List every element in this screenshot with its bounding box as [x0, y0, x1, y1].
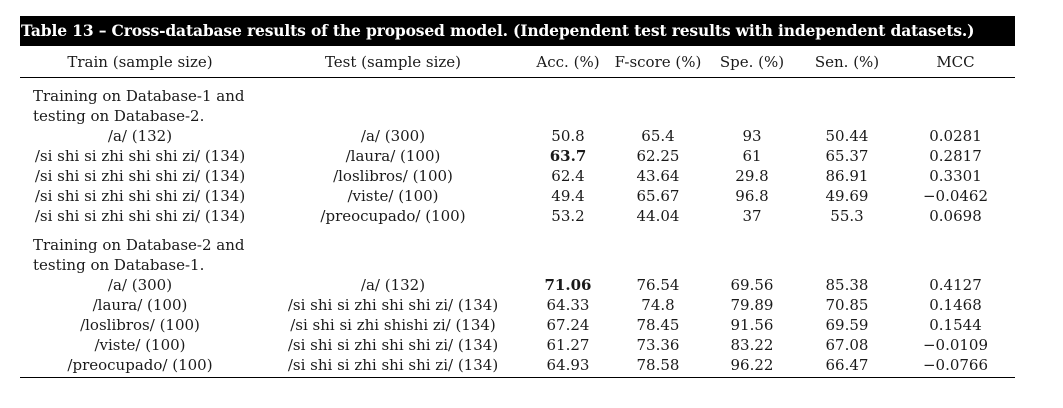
cell-mcc: −0.0766 [922, 356, 989, 374]
header-train: Train (sample size) [20, 46, 260, 78]
cell-mcc: 0.1544 [929, 316, 982, 334]
header-fscore: F-score (%) [610, 46, 706, 78]
cell-spe: 96.22 [730, 356, 774, 374]
cell-spe: 79.89 [730, 296, 774, 314]
table-row: /si shi si zhi shi shi zi/ (134) /loslib… [20, 166, 1015, 186]
cell-acc: 67.24 [546, 316, 590, 334]
section-label: Training on Database-2 and testing on Da… [33, 236, 245, 274]
cell-spe: 91.56 [730, 316, 774, 334]
cell-sen: 85.38 [825, 276, 869, 294]
cell-test: /loslibros/ (100) [333, 167, 453, 185]
cell-test: /a/ (132) [360, 276, 426, 294]
cell-train: /viste/ (100) [94, 336, 186, 354]
cell-test: /viste/ (100) [347, 187, 439, 205]
cell-sen: 66.47 [825, 356, 869, 374]
cell-acc: 50.8 [551, 127, 585, 145]
table-row: /loslibros/ (100) /si shi si zhi shishi … [20, 315, 1015, 335]
cell-mcc: −0.0109 [922, 336, 989, 354]
cell-acc: 62.4 [551, 167, 585, 185]
cell-train: /loslibros/ (100) [80, 316, 200, 334]
results-table: Train (sample size) Test (sample size) A… [20, 46, 1015, 378]
cell-train: /preocupado/ (100) [67, 356, 213, 374]
cell-train: /a/ (300) [107, 276, 173, 294]
cell-mcc: 0.3301 [929, 167, 982, 185]
cell-acc: 64.33 [546, 296, 590, 314]
cell-test: /si shi si zhi shi shi zi/ (134) [287, 296, 499, 314]
cell-mcc: −0.0462 [922, 187, 989, 205]
cell-test: /a/ (300) [360, 127, 426, 145]
cell-test: /si shi si zhi shishi zi/ (134) [290, 316, 496, 334]
cell-acc: 49.4 [551, 187, 585, 205]
cell-sen: 50.44 [825, 127, 869, 145]
cell-train: /laura/ (100) [92, 296, 188, 314]
cell-sen: 67.08 [825, 336, 869, 354]
header-spe: Spe. (%) [706, 46, 798, 78]
table-row: /a/ (300) /a/ (132) 71.06 76.54 69.56 85… [20, 275, 1015, 295]
cell-train: /si shi si zhi shi shi zi/ (134) [34, 187, 246, 205]
cell-spe: 69.56 [730, 276, 774, 294]
cell-train: /si shi si zhi shi shi zi/ (134) [34, 207, 246, 225]
cell-acc: 53.2 [551, 207, 585, 225]
cell-train: /si shi si zhi shi shi zi/ (134) [34, 167, 246, 185]
cell-fscore: 74.8 [641, 296, 675, 314]
cell-sen: 49.69 [825, 187, 869, 205]
header-test: Test (sample size) [260, 46, 526, 78]
cell-fscore: 43.64 [636, 167, 680, 185]
table-container: Table 13 – Cross-database results of the… [20, 16, 1015, 378]
table-row: /si shi si zhi shi shi zi/ (134) /preocu… [20, 206, 1015, 226]
section-header-row: Training on Database-2 and testing on Da… [20, 226, 1015, 275]
header-mcc: MCC [896, 46, 1015, 78]
cell-spe: 93 [742, 127, 762, 145]
cell-spe: 37 [742, 207, 762, 225]
cell-spe: 83.22 [730, 336, 774, 354]
cell-sen: 86.91 [825, 167, 869, 185]
cell-acc: 61.27 [546, 336, 590, 354]
cell-fscore: 44.04 [636, 207, 680, 225]
cell-mcc: 0.4127 [929, 276, 982, 294]
table-row: /preocupado/ (100) /si shi si zhi shi sh… [20, 355, 1015, 378]
cell-spe: 29.8 [735, 167, 769, 185]
cell-spe: 96.8 [735, 187, 769, 205]
header-acc: Acc. (%) [526, 46, 610, 78]
cell-acc: 64.93 [546, 356, 590, 374]
cell-test: /preocupado/ (100) [320, 207, 466, 225]
cell-acc-best: 71.06 [544, 276, 592, 294]
cell-sen: 69.59 [825, 316, 869, 334]
cell-fscore: 78.58 [636, 356, 680, 374]
cell-test: /si shi si zhi shi shi zi/ (134) [287, 356, 499, 374]
header-row: Train (sample size) Test (sample size) A… [20, 46, 1015, 78]
table-caption: Table 13 – Cross-database results of the… [20, 16, 1015, 46]
table-row: /si shi si zhi shi shi zi/ (134) /laura/… [20, 146, 1015, 166]
table-row: /a/ (132) /a/ (300) 50.8 65.4 93 50.44 0… [20, 126, 1015, 146]
cell-acc-best: 63.7 [549, 147, 587, 165]
cell-train: /a/ (132) [107, 127, 173, 145]
cell-fscore: 65.67 [636, 187, 680, 205]
table-row: /laura/ (100) /si shi si zhi shi shi zi/… [20, 295, 1015, 315]
cell-spe: 61 [742, 147, 762, 165]
header-sen: Sen. (%) [798, 46, 896, 78]
cell-mcc: 0.2817 [929, 147, 982, 165]
cell-sen: 65.37 [825, 147, 869, 165]
table-row: /si shi si zhi shi shi zi/ (134) /viste/… [20, 186, 1015, 206]
cell-fscore: 65.4 [641, 127, 675, 145]
cell-fscore: 62.25 [636, 147, 680, 165]
cell-mcc: 0.0698 [929, 207, 982, 225]
cell-sen: 55.3 [830, 207, 864, 225]
cell-fscore: 73.36 [636, 336, 680, 354]
table-row: /viste/ (100) /si shi si zhi shi shi zi/… [20, 335, 1015, 355]
cell-test: /si shi si zhi shi shi zi/ (134) [287, 336, 499, 354]
section-header-row: Training on Database-1 and testing on Da… [20, 78, 1015, 127]
cell-fscore: 76.54 [636, 276, 680, 294]
cell-mcc: 0.1468 [929, 296, 982, 314]
cell-test: /laura/ (100) [345, 147, 441, 165]
cell-fscore: 78.45 [636, 316, 680, 334]
section-label: Training on Database-1 and testing on Da… [33, 87, 245, 125]
cell-mcc: 0.0281 [929, 127, 982, 145]
cell-train: /si shi si zhi shi shi zi/ (134) [34, 147, 246, 165]
cell-sen: 70.85 [825, 296, 869, 314]
